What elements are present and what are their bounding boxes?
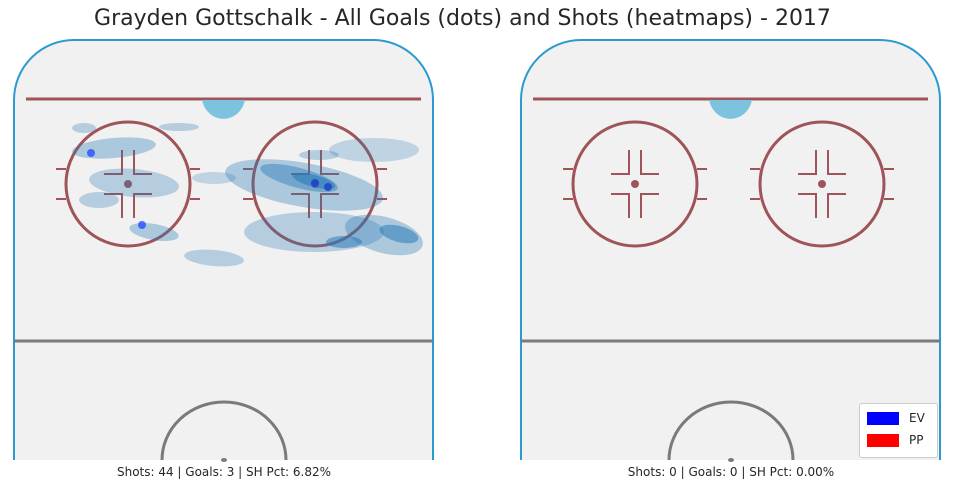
goal-dot bbox=[87, 149, 95, 157]
faceoff-marker bbox=[320, 150, 339, 175]
faceoff-marker bbox=[611, 193, 630, 218]
rink-boards-right bbox=[520, 39, 941, 460]
faceoff-marker bbox=[320, 193, 339, 218]
left-faceoff-circle-right bbox=[571, 120, 699, 248]
goal-crease-right bbox=[709, 100, 752, 119]
faceoff-marker bbox=[827, 193, 846, 218]
goal-dot bbox=[311, 179, 319, 187]
goal-crease-left bbox=[202, 100, 245, 119]
shot-heatmap-region bbox=[184, 249, 244, 267]
faceoff-dot-right bbox=[818, 180, 826, 188]
legend-label-pp: PP bbox=[909, 433, 924, 447]
faceoff-marker bbox=[104, 150, 123, 175]
goal-dot bbox=[138, 221, 146, 229]
legend-label-ev: EV bbox=[909, 411, 925, 425]
rink-left bbox=[13, 39, 434, 462]
shot-heatmap-region bbox=[329, 138, 419, 162]
shot-heatmap-region bbox=[79, 192, 119, 208]
legend-swatch-pp bbox=[867, 433, 899, 447]
shot-heatmap-region bbox=[225, 159, 383, 211]
center-dot-right bbox=[728, 458, 734, 462]
shot-heatmap-region bbox=[379, 224, 419, 244]
caption-left: Shots: 44 | Goals: 3 | SH Pct: 6.82% bbox=[116, 465, 332, 479]
right-faceoff-circle-right bbox=[758, 120, 886, 248]
center-circle-right bbox=[667, 400, 795, 461]
caption-right: Shots: 0 | Goals: 0 | SH Pct: 0.00% bbox=[627, 465, 835, 479]
faceoff-marker bbox=[133, 150, 152, 175]
center-circle-left bbox=[160, 400, 288, 461]
center-dot-left bbox=[221, 458, 227, 462]
right-faceoff-circle-left bbox=[251, 120, 379, 248]
faceoff-marker bbox=[291, 193, 310, 218]
left-faceoff-circle-left bbox=[64, 120, 192, 248]
faceoff-marker bbox=[640, 150, 659, 175]
shot-heatmap-region bbox=[89, 168, 179, 198]
faceoff-marker bbox=[133, 193, 152, 218]
legend-item-pp: PP bbox=[867, 433, 923, 447]
faceoff-marker bbox=[640, 193, 659, 218]
goal-dot bbox=[324, 183, 332, 191]
rink-right bbox=[520, 39, 941, 462]
chart-title: Grayden Gottschalk - All Goals (dots) an… bbox=[94, 6, 831, 31]
shot-heatmap-region bbox=[326, 236, 362, 248]
faceoff-marker bbox=[611, 150, 630, 175]
shot-heatmap-region bbox=[192, 172, 236, 184]
faceoff-marker bbox=[104, 193, 123, 218]
legend-item-ev: EV bbox=[867, 411, 925, 425]
faceoff-marker bbox=[827, 150, 846, 175]
faceoff-marker bbox=[798, 193, 817, 218]
legend: EV PP bbox=[859, 403, 938, 458]
rink-boards-left bbox=[13, 39, 434, 460]
faceoff-dot-right bbox=[631, 180, 639, 188]
shot-heatmap-region bbox=[72, 123, 96, 133]
legend-swatch-ev bbox=[867, 411, 899, 425]
faceoff-marker bbox=[798, 150, 817, 175]
faceoff-dot-left bbox=[124, 180, 132, 188]
shot-heatmap-region bbox=[159, 123, 199, 131]
shot-heatmap-region bbox=[299, 150, 339, 160]
